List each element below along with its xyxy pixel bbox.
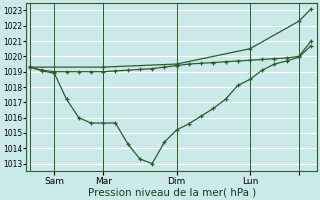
X-axis label: Pression niveau de la mer( hPa ): Pression niveau de la mer( hPa ) <box>88 187 256 197</box>
